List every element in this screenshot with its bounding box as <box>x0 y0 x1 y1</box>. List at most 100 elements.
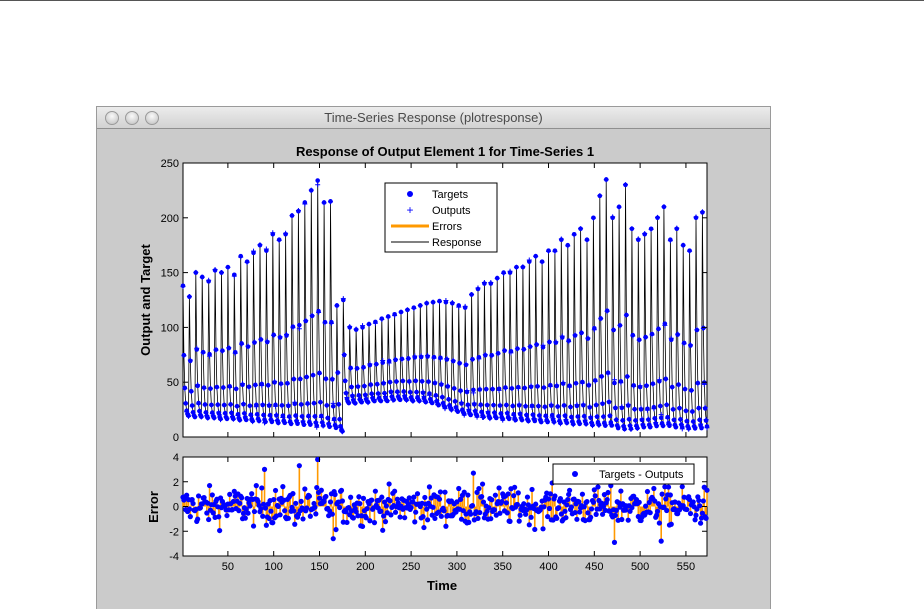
legend-targets-marker <box>407 191 413 197</box>
output-point <box>187 357 193 363</box>
output-point <box>690 419 696 425</box>
output-point <box>407 389 413 395</box>
output-point <box>314 424 320 430</box>
error-point <box>581 504 587 510</box>
output-point <box>568 414 574 420</box>
output-point <box>299 413 305 419</box>
error-point <box>565 496 571 503</box>
error-point <box>271 496 277 503</box>
output-point <box>542 404 548 410</box>
output-point <box>362 391 368 397</box>
output-point <box>570 422 576 428</box>
error-point <box>652 498 658 504</box>
output-point <box>484 402 490 408</box>
error-point <box>625 517 631 523</box>
output-point <box>630 333 636 339</box>
y-tick-label: 100 <box>161 322 179 334</box>
error-point <box>344 519 350 526</box>
error-point <box>364 506 370 512</box>
output-point <box>189 403 195 409</box>
output-point <box>667 238 673 244</box>
error-point <box>568 504 575 510</box>
output-point <box>375 390 381 396</box>
output-point <box>290 325 296 331</box>
output-point <box>245 343 251 349</box>
output-point <box>195 382 201 388</box>
output-point <box>378 398 384 404</box>
chart-title: Response of Output Element 1 for Time-Se… <box>296 144 594 159</box>
output-point <box>277 334 283 340</box>
error-point <box>414 491 421 497</box>
output-point <box>392 313 398 319</box>
error-point <box>420 514 426 520</box>
output-point <box>253 404 259 410</box>
error-point <box>224 512 230 519</box>
error-point <box>402 515 408 521</box>
output-point <box>581 413 587 419</box>
error-point <box>690 499 696 505</box>
output-point <box>337 416 343 422</box>
output-point <box>624 374 630 380</box>
output-point <box>349 384 355 390</box>
output-point <box>445 383 451 389</box>
output-point <box>349 392 355 398</box>
error-point <box>408 505 414 511</box>
zoom-button[interactable] <box>145 111 159 125</box>
close-button[interactable] <box>105 111 119 125</box>
output-point <box>553 339 559 345</box>
output-point <box>559 333 565 339</box>
output-point <box>565 243 571 249</box>
output-point <box>674 225 680 231</box>
output-point <box>564 420 570 426</box>
output-point <box>322 320 328 326</box>
output-point <box>399 357 405 363</box>
error-point <box>563 515 569 521</box>
output-point <box>360 365 366 371</box>
output-point <box>347 324 353 330</box>
output-point <box>272 378 278 384</box>
response-legend: Targets + Outputs Errors Response <box>384 182 498 253</box>
output-point <box>252 383 258 389</box>
output-point <box>688 387 694 393</box>
output-point <box>693 214 699 220</box>
error-point <box>480 499 487 505</box>
error-point <box>470 470 476 476</box>
output-point <box>342 378 348 384</box>
output-point <box>551 420 557 426</box>
error-point <box>644 488 651 495</box>
output-point <box>626 416 632 422</box>
output-point <box>180 284 186 290</box>
error-point <box>197 505 204 511</box>
output-point <box>533 253 539 259</box>
output-point <box>336 402 342 408</box>
error-point <box>187 514 193 520</box>
output-point <box>464 388 470 394</box>
output-point <box>196 408 202 414</box>
output-point <box>680 242 686 248</box>
output-point <box>645 416 651 422</box>
error-point <box>426 484 433 490</box>
output-point <box>293 413 299 419</box>
output-point <box>306 414 312 420</box>
output-point <box>699 424 705 430</box>
minimize-button[interactable] <box>125 111 139 125</box>
x-tick-label: 250 <box>402 561 420 573</box>
error-point <box>277 512 283 518</box>
output-point <box>632 406 638 412</box>
output-point <box>461 412 467 418</box>
output-point <box>330 400 336 406</box>
error-point <box>604 497 610 503</box>
output-point <box>528 383 534 389</box>
error-point <box>491 507 498 513</box>
error-point <box>577 509 583 515</box>
error-point <box>704 487 710 493</box>
error-point <box>611 539 618 545</box>
output-point <box>307 421 313 427</box>
error-point <box>469 502 476 509</box>
title-bar[interactable]: Time-Series Response (plotresponse) <box>97 107 770 129</box>
error-point <box>558 511 564 517</box>
output-point <box>259 383 265 389</box>
error-point <box>357 501 363 507</box>
error-point <box>499 499 505 505</box>
error-point <box>291 508 297 514</box>
